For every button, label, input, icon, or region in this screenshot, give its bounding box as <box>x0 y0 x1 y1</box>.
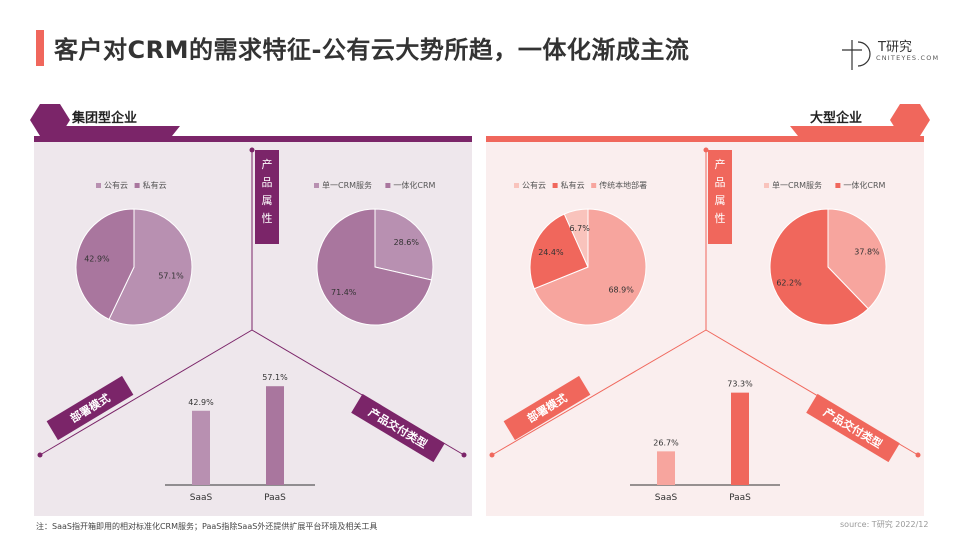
left-arm-dot <box>37 452 43 458</box>
right-pie2-slice-label-0: 37.8% <box>854 247 880 256</box>
left-bars-bar-label-1: 57.1% <box>262 373 288 382</box>
source-note: source: T研究 2022/12 <box>840 520 929 529</box>
left-panel <box>34 142 472 516</box>
right-bars-bar-label-0: 26.7% <box>653 438 679 447</box>
left-center-label-char-3: 性 <box>262 211 273 225</box>
right-center-label-char-0: 产 <box>715 157 726 171</box>
right-bars-bar-label-1: 73.3% <box>727 380 753 389</box>
right-center-label-char-2: 属 <box>715 194 726 207</box>
left-delivery-label: 产品交付类型 <box>351 393 445 463</box>
left-pie2-slice-0 <box>374 208 434 281</box>
right-left-arm-line <box>491 329 707 456</box>
right-pie1-legend-item-1: 私有云 <box>561 180 585 190</box>
right-bars-bar-0 <box>657 451 675 485</box>
left-pie1-legend-swatch-1 <box>134 183 140 188</box>
left-bars-bar-0 <box>192 410 210 485</box>
left-center-label-char-0: 产 <box>262 157 273 171</box>
right-pie2-legend-swatch-1 <box>835 183 841 188</box>
left-top-dot <box>249 147 255 153</box>
left-pie1-slice-1 <box>75 208 135 320</box>
right-pie2-legend-swatch-0 <box>764 183 769 188</box>
left-pie2-legend-swatch-0 <box>314 183 319 188</box>
left-pie1-slice-0 <box>108 208 193 326</box>
right-pie1-legend-item-2: 传统本地部署 <box>599 180 647 190</box>
left-arm-line <box>39 329 253 456</box>
right-center-label-char-1: 品 <box>715 176 726 189</box>
right-pie1-legend-swatch-0 <box>514 183 519 188</box>
right-deploy-label-bg <box>503 375 591 441</box>
right-pie1-slice-label-1: 24.4% <box>538 248 564 257</box>
right-pie2-slice-1 <box>769 208 869 326</box>
right-pie1-slice-label-0: 68.9% <box>608 285 634 294</box>
left-pie2-legend-swatch-1 <box>385 183 391 188</box>
left-section-label: 集团型企业 <box>72 111 138 126</box>
left-pie2-slice-1 <box>316 208 433 326</box>
right-deploy-label: 部署模式 <box>503 375 591 441</box>
left-delivery-label-text: 产品交付类型 <box>366 405 430 451</box>
right-delivery-label-bg <box>806 393 900 463</box>
right-bars-bar-category-0: SaaS <box>655 493 678 503</box>
right-pie1-legend-swatch-2 <box>591 183 597 188</box>
left-deploy-label-bg <box>46 375 134 441</box>
left-pie1-legend-swatch-0 <box>96 183 101 188</box>
right-pie1-slice-1 <box>529 213 589 290</box>
right-bars-bar-category-1: PaaS <box>729 493 751 503</box>
right-center-label-box <box>708 150 732 244</box>
left-pie2-legend-item-1: 一体化CRM <box>393 180 435 190</box>
right-pie1-slice-2 <box>563 208 589 268</box>
right-header-ribbon <box>790 126 920 136</box>
right-pie1-slice-0 <box>533 208 647 326</box>
right-pie1-legend-swatch-1 <box>552 183 558 188</box>
right-header-hexagon <box>890 104 930 136</box>
left-bars-bar-1 <box>266 386 284 485</box>
right-top-dot <box>703 147 709 153</box>
left-pie2-slice-label-1: 71.4% <box>331 288 357 297</box>
left-pie1-legend-item-1: 私有云 <box>143 180 167 190</box>
right-section-label: 大型企业 <box>810 111 863 126</box>
left-pie2-legend-item-0: 单一CRM服务 <box>322 180 372 190</box>
right-header-line <box>486 136 924 142</box>
left-pie2-slice-label-0: 28.6% <box>394 238 420 247</box>
right-center-label-char-3: 性 <box>715 211 726 225</box>
right-right-arm-dot <box>915 452 921 458</box>
right-left-arm-dot <box>489 452 495 458</box>
right-pie1-legend-item-0: 公有云 <box>522 180 546 190</box>
left-bars-bar-label-0: 42.9% <box>188 398 214 407</box>
right-pie2-legend-item-1: 一体化CRM <box>843 180 885 190</box>
left-pie1-slice-label-0: 57.1% <box>158 271 184 280</box>
left-bars-bar-category-1: PaaS <box>264 493 286 503</box>
left-header-line <box>34 136 472 142</box>
left-pie1-legend-item-0: 公有云 <box>104 180 128 190</box>
right-panel <box>486 142 924 516</box>
right-bars-bar-1 <box>731 392 749 485</box>
right-pie2-legend-item-0: 单一CRM服务 <box>772 180 822 190</box>
right-arm-dot <box>461 452 467 458</box>
left-center-label-box <box>255 150 279 244</box>
logo-mark-icon <box>842 40 871 70</box>
page-title: 客户对CRM的需求特征-公有云大势所趋，一体化渐成主流 <box>54 36 690 64</box>
title-accent-bar <box>36 30 44 66</box>
left-pie1-slice-label-1: 42.9% <box>84 255 110 264</box>
right-delivery-label-text: 产品交付类型 <box>821 405 885 451</box>
left-bars-bar-category-0: SaaS <box>190 493 213 503</box>
logo-name: T研究 <box>878 40 912 55</box>
left-delivery-label-bg <box>351 393 445 463</box>
right-pie2-slice-label-1: 62.2% <box>776 279 802 288</box>
left-center-label-char-2: 属 <box>262 194 273 207</box>
right-pie2-slice-0 <box>827 208 887 310</box>
left-header-hexagon <box>30 104 70 136</box>
footnote: 注：SaaS指开箱即用的相对标准化CRM服务；PaaS指除SaaS外还提供扩展平… <box>36 522 378 531</box>
logo-subtitle: CNITEYES.COM <box>876 54 940 62</box>
left-center-label-char-1: 品 <box>262 176 273 189</box>
logo: T研究 CNITEYES.COM <box>838 36 938 72</box>
right-delivery-label: 产品交付类型 <box>806 393 900 463</box>
left-header-ribbon <box>42 126 180 136</box>
right-pie1-slice-label-2: 6.7% <box>569 224 590 233</box>
